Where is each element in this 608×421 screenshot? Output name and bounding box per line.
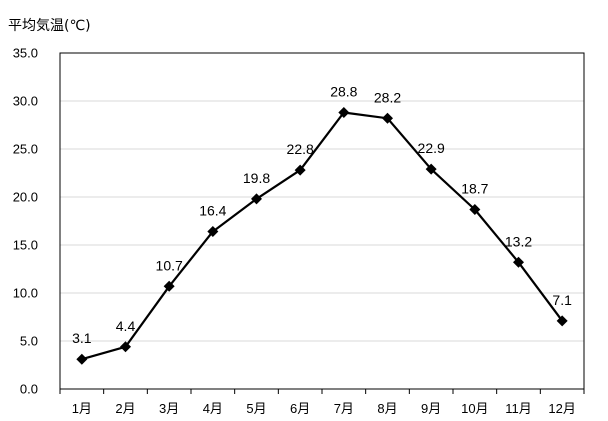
data-labels: 3.1 4.4 10.7 16.4 19.8 22.8 28.8 28.2 22.9 18.7 13… [72, 84, 572, 347]
y-tick-label: 35.0 [13, 46, 38, 61]
y-tick-label: 30.0 [13, 94, 38, 109]
y-tick-label: 0.0 [20, 382, 38, 397]
y-tick-label: 10.0 [13, 286, 38, 301]
data-point-marker [251, 193, 262, 205]
data-label: 22.8 [287, 141, 314, 157]
data-point-marker [469, 203, 481, 215]
data-point-marker [294, 164, 306, 176]
data-point-marker [76, 353, 88, 365]
data-point-marker [207, 226, 219, 238]
data-label: 28.2 [374, 89, 401, 105]
data-label: 19.8 [243, 170, 270, 186]
grid-lines [60, 100, 584, 342]
data-point-marker [513, 256, 524, 268]
x-tick-label: 6月 [290, 401, 310, 416]
data-point-marker [382, 112, 393, 124]
data-point-marker [163, 280, 175, 292]
data-label: 10.7 [156, 257, 183, 273]
x-tick-label: 11月 [505, 401, 532, 416]
data-label: 16.4 [199, 203, 226, 219]
x-tick-label: 1月 [72, 401, 92, 416]
data-label: 18.7 [461, 180, 488, 196]
series-line [81, 111, 564, 361]
x-axis-ticks: 1月 2月 3月 4月 5月 6月 7月 8月 9月 10月 11月 12月 [59, 389, 585, 416]
data-label: 28.8 [330, 84, 357, 100]
data-label: 13.2 [505, 233, 532, 249]
x-tick-label: 3月 [159, 401, 179, 416]
data-label: 7.1 [552, 292, 572, 308]
y-axis-ticks: 0.0 5.0 10.0 15.0 20.0 25.0 30.0 35.0 [13, 46, 38, 397]
data-point-marker [425, 163, 437, 175]
y-tick-label: 20.0 [13, 190, 38, 205]
data-point-marker [120, 341, 131, 353]
data-markers [76, 107, 568, 365]
x-tick-label: 4月 [203, 401, 223, 416]
x-tick-label: 12月 [548, 401, 575, 416]
y-axis-label: 平均気温(℃) [8, 18, 91, 34]
data-point-marker [556, 315, 568, 327]
x-tick-label: 7月 [334, 401, 354, 416]
plot-area-frame [59, 52, 585, 390]
data-point-marker [338, 107, 350, 119]
y-tick-label: 5.0 [20, 334, 38, 349]
y-tick-label: 15.0 [13, 238, 38, 253]
data-label: 3.1 [72, 330, 92, 346]
x-tick-label: 9月 [421, 401, 441, 416]
data-label: 22.9 [418, 140, 445, 156]
data-label: 4.4 [116, 318, 136, 334]
x-tick-label: 8月 [377, 401, 397, 416]
x-tick-label: 10月 [461, 401, 488, 416]
x-tick-label: 5月 [246, 401, 266, 416]
x-tick-label: 2月 [115, 401, 135, 416]
y-tick-label: 25.0 [13, 142, 38, 157]
